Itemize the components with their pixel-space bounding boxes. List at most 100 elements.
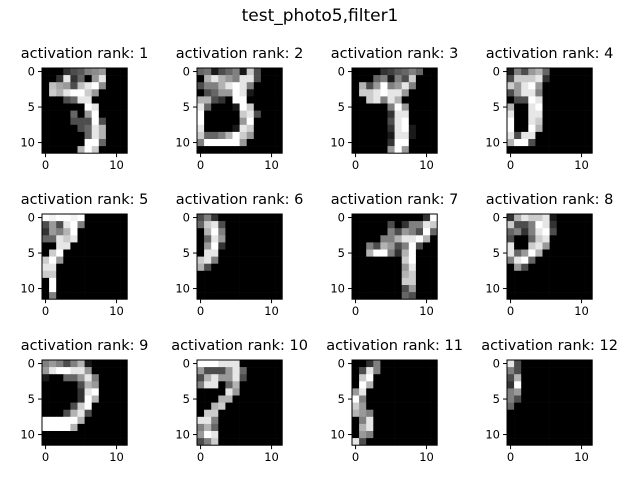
pixel-cell: [557, 417, 564, 424]
y-tick-label: 0: [493, 357, 500, 371]
pixel-cell: [571, 417, 578, 424]
pixel-cell: [543, 360, 550, 367]
pixel-cell: [521, 431, 528, 438]
pixel-cell: [543, 396, 550, 403]
pixel-cell: [521, 410, 528, 417]
pixel-cell: [543, 438, 550, 445]
pixel-cell: [564, 403, 571, 410]
pixel-cell: [585, 388, 592, 395]
pixel-cell: [535, 360, 542, 367]
pixel-cell: [521, 374, 528, 381]
pixel-cell: [550, 374, 557, 381]
pixel-cell: [507, 396, 514, 403]
pixel-cell: [557, 367, 564, 374]
pixel-cell: [543, 431, 550, 438]
pixel-cell: [585, 403, 592, 410]
pixel-cell: [535, 438, 542, 445]
pixel-cell: [557, 438, 564, 445]
pixel-cell: [564, 396, 571, 403]
pixel-cell: [564, 424, 571, 431]
pixel-cell: [521, 417, 528, 424]
pixel-cell: [535, 417, 542, 424]
pixel-cell: [550, 381, 557, 388]
pixel-cell: [578, 424, 585, 431]
pixel-cell: [557, 381, 564, 388]
pixel-cell: [550, 417, 557, 424]
pixel-cell: [564, 367, 571, 374]
pixel-cell: [578, 403, 585, 410]
pixel-cell: [557, 374, 564, 381]
pixel-cell: [528, 374, 535, 381]
pixel-cell: [543, 424, 550, 431]
pixel-cell: [507, 374, 514, 381]
pixel-cell: [585, 367, 592, 374]
pixel-cell: [528, 381, 535, 388]
pixel-cell: [528, 388, 535, 395]
pixel-cell: [571, 367, 578, 374]
pixel-cell: [514, 396, 521, 403]
pixel-cell: [543, 388, 550, 395]
pixel-cell: [514, 381, 521, 388]
pixel-cell: [514, 438, 521, 445]
pixel-cell: [564, 360, 571, 367]
pixel-cell: [507, 388, 514, 395]
pixel-cell: [557, 388, 564, 395]
pixel-cell: [578, 360, 585, 367]
pixel-cell: [557, 424, 564, 431]
pixel-cell: [585, 381, 592, 388]
pixel-cell: [528, 396, 535, 403]
pixel-cell: [543, 381, 550, 388]
y-tick-label: 5: [493, 392, 500, 406]
pixel-cell: [521, 367, 528, 374]
pixel-cell: [585, 360, 592, 367]
pixel-cell: [535, 381, 542, 388]
pixel-cell: [585, 410, 592, 417]
pixel-cell: [514, 403, 521, 410]
pixel-cell: [535, 396, 542, 403]
pixel-cell: [564, 388, 571, 395]
pixel-cell: [507, 410, 514, 417]
pixel-cell: [564, 431, 571, 438]
pixel-cell: [528, 403, 535, 410]
pixel-cell: [585, 424, 592, 431]
pixel-cell: [521, 424, 528, 431]
pixel-cell: [585, 431, 592, 438]
pixel-cell: [571, 424, 578, 431]
pixel-cell: [564, 381, 571, 388]
pixel-cell: [557, 396, 564, 403]
pixel-cell: [507, 367, 514, 374]
pixel-cell: [571, 381, 578, 388]
pixel-cell: [578, 417, 585, 424]
pixel-cell: [535, 410, 542, 417]
pixel-cell: [578, 381, 585, 388]
pixel-cell: [571, 396, 578, 403]
pixel-cell: [507, 424, 514, 431]
pixel-cell: [521, 360, 528, 367]
pixel-cell: [507, 403, 514, 410]
pixel-cell: [557, 403, 564, 410]
pixel-cell: [543, 410, 550, 417]
pixel-cell: [564, 438, 571, 445]
pixel-cell: [578, 438, 585, 445]
pixel-cell: [514, 367, 521, 374]
pixel-cell: [521, 403, 528, 410]
pixel-cell: [585, 417, 592, 424]
pixel-cell: [521, 438, 528, 445]
pixel-cell: [578, 431, 585, 438]
pixel-cell: [585, 438, 592, 445]
pixel-cell: [528, 438, 535, 445]
pixel-cell: [535, 367, 542, 374]
pixel-cell: [585, 374, 592, 381]
pixel-cell: [550, 367, 557, 374]
pixel-cell: [571, 403, 578, 410]
pixel-cell: [535, 374, 542, 381]
pixel-cell: [550, 396, 557, 403]
pixel-cell: [514, 360, 521, 367]
pixel-cell: [535, 403, 542, 410]
pixel-cell: [550, 360, 557, 367]
pixel-cell: [507, 431, 514, 438]
pixel-cell: [535, 388, 542, 395]
pixel-cell: [514, 417, 521, 424]
